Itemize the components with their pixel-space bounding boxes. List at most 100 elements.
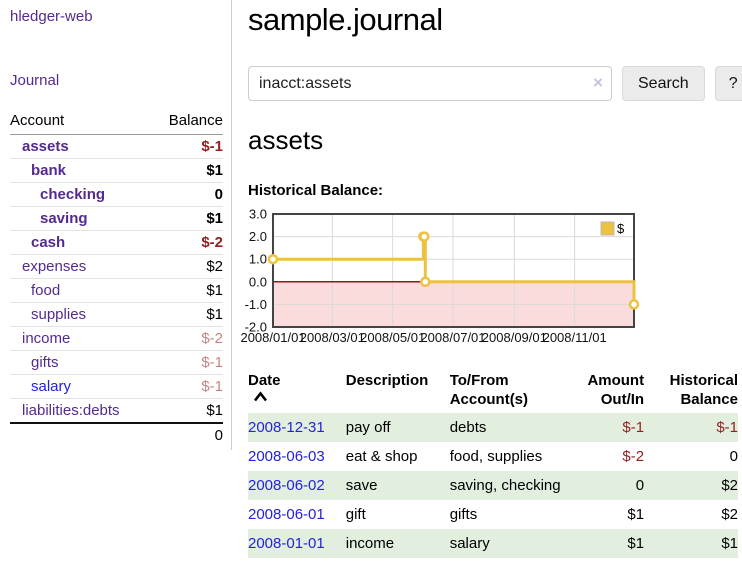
transaction-accounts: debts (449, 419, 487, 436)
sidebar-account-liabilities-debts[interactable]: liabilities:debts (22, 402, 120, 419)
search-bar: × Search ? (248, 66, 742, 101)
transaction-description: gift (345, 506, 366, 523)
account-row: liabilities:debts $1 (10, 398, 223, 423)
svg-text:2008/11/01: 2008/11/01 (543, 330, 607, 345)
transaction-accounts: gifts (449, 506, 478, 523)
search-button[interactable]: Search (622, 66, 705, 101)
transaction-amount: $-2 (622, 448, 645, 465)
clear-search-icon[interactable]: × (593, 73, 603, 92)
transaction-accounts: saving, checking (449, 477, 561, 494)
account-balance: $-1 (201, 138, 223, 155)
brand-link[interactable]: hledger-web (10, 8, 93, 25)
search-input[interactable] (248, 66, 612, 101)
account-row: bank $1 (10, 158, 223, 183)
chart-title: Historical Balance: (248, 182, 384, 199)
col-header-amount: Amount Out/In (587, 372, 645, 408)
account-balance: $1 (152, 398, 223, 423)
col-header-balance: Historical Balance (669, 372, 738, 408)
account-balance: $1 (152, 158, 223, 183)
account-row: cash $-2 (10, 230, 223, 255)
transaction-row: 2008-06-03 eat & shop food, supplies $-2… (248, 442, 738, 471)
sidebar-account-salary[interactable]: salary (31, 378, 72, 395)
transaction-date-link[interactable]: 2008-06-01 (248, 506, 325, 523)
account-balance: $-1 (152, 350, 223, 375)
transaction-description: income (345, 535, 395, 552)
account-row: salary $-1 (10, 374, 223, 399)
svg-text:2008/07/01: 2008/07/01 (420, 330, 485, 345)
svg-text:-2.0: -2.0 (245, 320, 267, 335)
svg-text:-1.0: -1.0 (245, 297, 267, 312)
main-content: sample.journal × Search ? assets Histori… (232, 0, 742, 558)
svg-text:2008/09/01: 2008/09/01 (482, 330, 547, 345)
register-table: Date Description To/From Account(s) Amoun… (248, 369, 738, 558)
transaction-accounts: food, supplies (449, 448, 543, 465)
svg-text:$: $ (617, 221, 625, 236)
transaction-balance: $1 (721, 535, 738, 552)
accounts-col-header: Account (10, 110, 153, 135)
account-balance: $1 (152, 206, 223, 231)
account-balance: $-1 (152, 374, 223, 399)
svg-text:0.0: 0.0 (249, 274, 267, 289)
transaction-row: 2008-06-02 save saving, checking 0 $2 (248, 471, 738, 500)
brand: hledger-web (10, 8, 223, 26)
col-header-accounts: To/From Account(s) (449, 372, 529, 408)
sidebar-account-saving[interactable]: saving (40, 210, 88, 227)
transaction-row: 2008-06-01 gift gifts $1 $2 (248, 500, 738, 529)
transaction-description: eat & shop (345, 448, 418, 465)
account-page-title: assets (248, 125, 324, 155)
account-balance: $-2 (152, 230, 223, 255)
app-window: hledger-web Journal Account Balance asse… (0, 0, 742, 558)
account-row: expenses $2 (10, 254, 223, 279)
transaction-balance: 0 (729, 448, 738, 465)
balance-col-header: Balance (152, 110, 223, 135)
sidebar-account-expenses[interactable]: expenses (22, 258, 87, 275)
account-row: food $1 (10, 278, 223, 303)
sidebar-account-supplies[interactable]: supplies (31, 306, 87, 323)
help-button[interactable]: ? (714, 66, 742, 101)
transaction-amount: 0 (635, 477, 645, 494)
sidebar-account-assets[interactable]: assets (22, 138, 69, 155)
transaction-date-link[interactable]: 2008-06-02 (248, 477, 325, 494)
sidebar-account-cash[interactable]: cash (31, 234, 66, 251)
svg-text:2.0: 2.0 (249, 229, 267, 244)
accounts-balance-table: Account Balance assets $-1 bank $1 check… (10, 110, 223, 447)
svg-text:2008/01/01: 2008/01/01 (240, 330, 305, 345)
sidebar-account-gifts[interactable]: gifts (31, 354, 59, 371)
sidebar: hledger-web Journal Account Balance asse… (0, 0, 232, 450)
transaction-row: 2008-12-31 pay off debts $-1 $-1 (248, 413, 738, 442)
transaction-balance: $2 (721, 477, 738, 494)
historical-balance-chart: $3.0 2.0 1.0 0.0 -1.0 -2.0 2008/01/01 2008/03/0… (240, 207, 742, 352)
account-row: saving $1 (10, 206, 223, 231)
transaction-balance: $-1 (716, 419, 738, 436)
account-row: checking 0 (10, 182, 223, 207)
transaction-accounts: salary (449, 535, 490, 552)
sidebar-item-journal[interactable]: Journal (10, 72, 60, 89)
svg-text:2008/03/01: 2008/03/01 (300, 330, 365, 345)
svg-text:3.0: 3.0 (249, 207, 267, 222)
transaction-date-link[interactable]: 2008-06-03 (248, 448, 325, 465)
accounts-total-balance: 0 (152, 422, 223, 447)
transaction-amount: $1 (627, 506, 645, 523)
col-header-date[interactable]: Date (248, 369, 346, 413)
account-row: assets $-1 (10, 135, 223, 159)
sidebar-account-checking[interactable]: checking (40, 186, 106, 203)
transaction-description: save (345, 477, 378, 494)
account-row: gifts $-1 (10, 350, 223, 375)
svg-text:2008/05/01: 2008/05/01 (360, 330, 425, 345)
sort-ascending-icon (253, 391, 268, 402)
sidebar-account-bank[interactable]: bank (31, 162, 67, 179)
sidebar-account-income[interactable]: income (22, 330, 71, 347)
transaction-row: 2008-01-01 income salary $1 $1 (248, 529, 738, 558)
balance-line-chart: $3.0 2.0 1.0 0.0 -1.0 -2.02008/01/012008/03/0… (240, 207, 640, 345)
transaction-description: pay off (345, 419, 391, 436)
account-row: supplies $1 (10, 302, 223, 327)
transaction-amount: $1 (627, 535, 645, 552)
sidebar-nav: Journal (10, 72, 223, 90)
account-balance: $2 (152, 254, 223, 279)
transaction-amount: $-1 (622, 419, 645, 436)
transaction-date-link[interactable]: 2008-01-01 (248, 535, 325, 552)
account-balance: $-2 (152, 326, 223, 351)
accounts-total-row: 0 (10, 422, 223, 447)
sidebar-account-food[interactable]: food (31, 282, 61, 299)
transaction-date-link[interactable]: 2008-12-31 (248, 419, 325, 436)
